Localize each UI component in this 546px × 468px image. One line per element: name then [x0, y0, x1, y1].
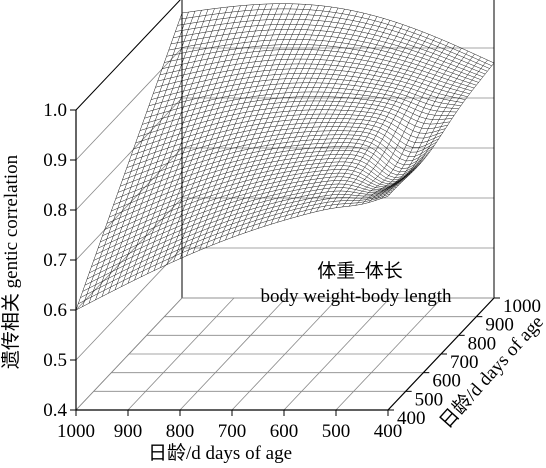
surface-line-u: [348, 45, 456, 207]
surface-line-u: [277, 18, 384, 223]
surface-line-u: [368, 53, 475, 203]
surface-line-u: [355, 48, 462, 206]
surface-line-v: [102, 165, 415, 236]
surface-line-u: [186, 3, 293, 256]
z-tick-label: 0.4: [43, 400, 67, 421]
z-axis-title: 遗传相关 gentic correlation: [0, 154, 22, 369]
surface-line-u: [270, 16, 378, 225]
surface-line-u: [335, 39, 443, 208]
surface-line-u: [303, 26, 410, 215]
x-tick-label: 1000: [57, 421, 95, 442]
left-wall-gridline: [75, 147, 183, 261]
surface-line-u: [283, 20, 391, 221]
surface-line-u: [88, 11, 196, 304]
surface-line-v: [170, 29, 484, 78]
surface-line-u: [342, 42, 449, 208]
surface-line-u: [212, 5, 319, 246]
surface-line-u: [140, 5, 248, 277]
z-tick-label: 0.8: [43, 200, 67, 221]
x-tick-label: 600: [270, 421, 299, 442]
left-wall-gridline: [75, 247, 183, 361]
surface-line-u: [251, 11, 358, 231]
surface-line-u: [199, 4, 306, 251]
z-tick-label: 0.6: [43, 300, 67, 321]
surface-line-u: [218, 6, 326, 243]
surface-line-u: [95, 10, 202, 300]
surface-line-u: [309, 29, 417, 214]
surface-line-u: [231, 7, 339, 238]
surface-line-u: [153, 4, 261, 271]
y-tick-label: 700: [450, 352, 479, 373]
z-tick-label: 1.0: [43, 100, 67, 121]
x-tick-label: 900: [114, 421, 143, 442]
y-tick-label: 1000: [503, 296, 541, 317]
annotation-cn: 体重–体长: [317, 260, 403, 282]
left-wall-gridline: [75, 97, 183, 211]
surface-line-v: [173, 24, 486, 75]
surface-line-u: [173, 3, 280, 262]
z-tick-label: 0.9: [43, 150, 67, 171]
surface-line-u: [192, 3, 300, 254]
surface-line-u: [296, 24, 404, 217]
surface-line-u: [121, 6, 228, 287]
surface-line-u: [329, 36, 436, 209]
surface-line-u: [361, 50, 469, 205]
y-tick-label: 500: [415, 389, 444, 410]
y-tick-label: 900: [485, 315, 514, 336]
surface-line-v: [166, 39, 479, 83]
x-axis-title: 日龄/d days of age: [148, 442, 292, 464]
z-tick-label: 0.5: [43, 350, 67, 371]
surface-line-u: [147, 4, 254, 274]
surface-line-v: [168, 34, 481, 80]
x-tick-label: 800: [166, 421, 195, 442]
surface-line-u: [290, 22, 397, 219]
z-tick-label: 0.7: [43, 250, 67, 271]
left-wall-gridline: [75, 197, 183, 311]
surface-mesh: [75, 3, 495, 311]
surface-line-u: [238, 9, 345, 236]
surface-line-u: [322, 34, 430, 211]
y-tick-label: 400: [397, 408, 426, 429]
surface-line-u: [160, 3, 267, 268]
surface-line-u: [108, 8, 215, 294]
surface-line-u: [101, 9, 209, 297]
surface-line-u: [82, 12, 189, 307]
surface-line-u: [127, 6, 235, 284]
surface-line-u: [387, 62, 495, 197]
surface-line-u: [205, 4, 313, 248]
x-tick-label: 700: [218, 421, 247, 442]
y-tick-label: 800: [468, 333, 497, 354]
annotation-en: body weight-body length: [260, 286, 452, 307]
y-tick-label: 600: [432, 371, 461, 392]
surface-line-u: [114, 7, 222, 290]
surface-line-u: [134, 5, 241, 281]
left-top-edge: [75, 0, 181, 111]
surface-line-u: [264, 14, 371, 227]
surface-line-u: [244, 10, 352, 233]
floor-grid: [75, 297, 495, 411]
surface-line-u: [374, 56, 482, 201]
surface-line-u: [257, 13, 365, 229]
left-wall-gridline: [75, 47, 183, 161]
axes: [70, 109, 500, 416]
surface-line-u: [179, 3, 287, 259]
surface-line-u: [316, 31, 423, 212]
surface-line-u: [75, 12, 183, 311]
surface-line-u: [381, 59, 488, 199]
surface-line-u: [166, 3, 274, 265]
x-tick-label: 400: [374, 421, 403, 442]
surface-line-v: [100, 169, 413, 243]
surface-line-u: [225, 6, 332, 241]
back-walls: [75, 0, 495, 411]
x-tick-label: 500: [322, 421, 351, 442]
